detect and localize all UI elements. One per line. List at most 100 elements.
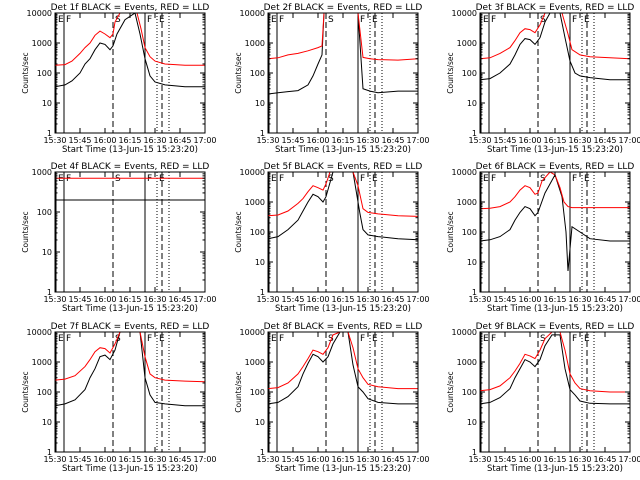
x-tick-label: 16:45 xyxy=(381,455,404,464)
x-tick-label: 15:45 xyxy=(281,455,304,464)
lld-series-line xyxy=(55,332,205,383)
y-tick-label: 1 xyxy=(47,448,52,457)
y-axis-label: Counts/sec xyxy=(21,371,30,412)
x-tick-label: 16:45 xyxy=(168,455,191,464)
x-tick-label: 17:00 xyxy=(406,455,429,464)
region-label: F xyxy=(572,15,577,25)
y-tick-label: 10000 xyxy=(452,168,477,177)
x-axis-label: Start Time (13-Jun-15 15:23:20) xyxy=(62,145,198,155)
x-tick-label: 16:30 xyxy=(568,136,591,145)
x-tick-label: 16:30 xyxy=(143,455,166,464)
y-tick-label: 1 xyxy=(260,448,265,457)
events-series-line xyxy=(268,172,418,241)
x-axis-label: Start Time (13-Jun-15 15:23:20) xyxy=(275,145,411,155)
y-tick-label: 10000 xyxy=(27,9,52,18)
x-tick-label: 17:00 xyxy=(406,295,429,304)
region-label: E xyxy=(584,15,590,25)
y-tick-label: 1000 xyxy=(32,168,52,177)
y-tick-label: 1 xyxy=(260,288,265,297)
x-tick-label: 17:00 xyxy=(618,136,640,145)
region-label: F xyxy=(360,15,365,25)
y-axis-label: Counts/sec xyxy=(234,52,243,93)
region-label: F xyxy=(491,334,496,344)
y-tick-label: 1 xyxy=(472,129,477,138)
region-label: S xyxy=(328,15,334,25)
region-label: E xyxy=(372,174,378,184)
panel-title: Det 3f BLACK = Events, RED = LLD xyxy=(476,3,635,13)
x-tick-label: 17:00 xyxy=(406,136,429,145)
lld-series-line xyxy=(268,172,418,217)
x-tick-label: 17:00 xyxy=(618,295,640,304)
y-tick-label: 1000 xyxy=(245,198,265,207)
lld-series-line xyxy=(268,332,418,390)
x-tick-label: 17:00 xyxy=(193,455,216,464)
y-tick-label: 10 xyxy=(467,418,477,427)
y-tick-label: 10 xyxy=(467,258,477,267)
region-label: E xyxy=(159,174,165,184)
x-tick-label: 15:45 xyxy=(493,455,516,464)
y-tick-label: 1000 xyxy=(457,358,477,367)
y-tick-label: 10000 xyxy=(452,9,477,18)
panel-title: Det 8f BLACK = Events, RED = LLD xyxy=(264,322,423,332)
y-tick-label: 100 xyxy=(37,69,52,78)
y-axis-label: Counts/sec xyxy=(21,211,30,252)
x-axis-label: Start Time (13-Jun-15 15:23:20) xyxy=(62,464,198,474)
x-tick-label: 15:30 xyxy=(468,455,491,464)
x-tick-label: 16:30 xyxy=(143,136,166,145)
x-tick-label: 17:00 xyxy=(193,295,216,304)
region-label: S xyxy=(540,334,546,344)
y-tick-label: 1000 xyxy=(32,358,52,367)
x-tick-label: 16:30 xyxy=(568,295,591,304)
region-label: E xyxy=(58,15,64,25)
y-tick-label: 10 xyxy=(255,258,265,267)
x-tick-label: 16:15 xyxy=(331,455,354,464)
x-tick-label: 17:00 xyxy=(193,136,216,145)
x-tick-label: 16:30 xyxy=(356,136,379,145)
region-label: F xyxy=(360,174,365,184)
x-tick-label: 16:15 xyxy=(118,295,141,304)
x-tick-label: 15:30 xyxy=(468,136,491,145)
events-series-line xyxy=(55,13,205,88)
x-tick-label: 15:45 xyxy=(493,136,516,145)
y-tick-label: 10000 xyxy=(240,328,265,337)
x-tick-label: 16:45 xyxy=(168,136,191,145)
x-tick-label: 16:15 xyxy=(543,136,566,145)
x-tick-label: 16:00 xyxy=(518,295,541,304)
x-tick-label: 15:30 xyxy=(468,295,491,304)
x-tick-label: 16:30 xyxy=(568,455,591,464)
y-tick-label: 1 xyxy=(472,288,477,297)
region-label: E xyxy=(271,174,277,184)
y-axis-label: Counts/sec xyxy=(21,52,30,93)
x-tick-label: 16:00 xyxy=(306,136,329,145)
y-axis-label: Counts/sec xyxy=(234,371,243,412)
y-tick-label: 10 xyxy=(42,99,52,108)
y-tick-label: 1000 xyxy=(245,358,265,367)
region-label: F xyxy=(147,15,152,25)
x-tick-label: 16:00 xyxy=(306,295,329,304)
region-label: F xyxy=(279,174,284,184)
x-tick-label: 16:45 xyxy=(593,136,616,145)
region-label: E xyxy=(483,334,489,344)
y-axis-label: Counts/sec xyxy=(446,52,455,93)
region-label: E xyxy=(483,174,489,184)
x-tick-label: 16:00 xyxy=(518,136,541,145)
region-label: E xyxy=(159,15,165,25)
x-tick-label: 16:45 xyxy=(381,136,404,145)
region-label: F xyxy=(66,334,71,344)
region-label: F xyxy=(147,334,152,344)
x-tick-label: 15:30 xyxy=(256,455,279,464)
region-label: F xyxy=(491,174,496,184)
x-tick-label: 15:45 xyxy=(281,136,304,145)
x-tick-label: 16:45 xyxy=(593,455,616,464)
x-axis-label: Start Time (13-Jun-15 15:23:20) xyxy=(487,464,623,474)
y-tick-label: 1000 xyxy=(245,39,265,48)
region-label: E xyxy=(584,334,590,344)
lld-series-line xyxy=(480,172,630,210)
x-tick-label: 17:00 xyxy=(618,455,640,464)
x-axis-label: Start Time (13-Jun-15 15:23:20) xyxy=(487,304,623,314)
y-tick-label: 10000 xyxy=(452,328,477,337)
x-tick-label: 15:30 xyxy=(256,136,279,145)
